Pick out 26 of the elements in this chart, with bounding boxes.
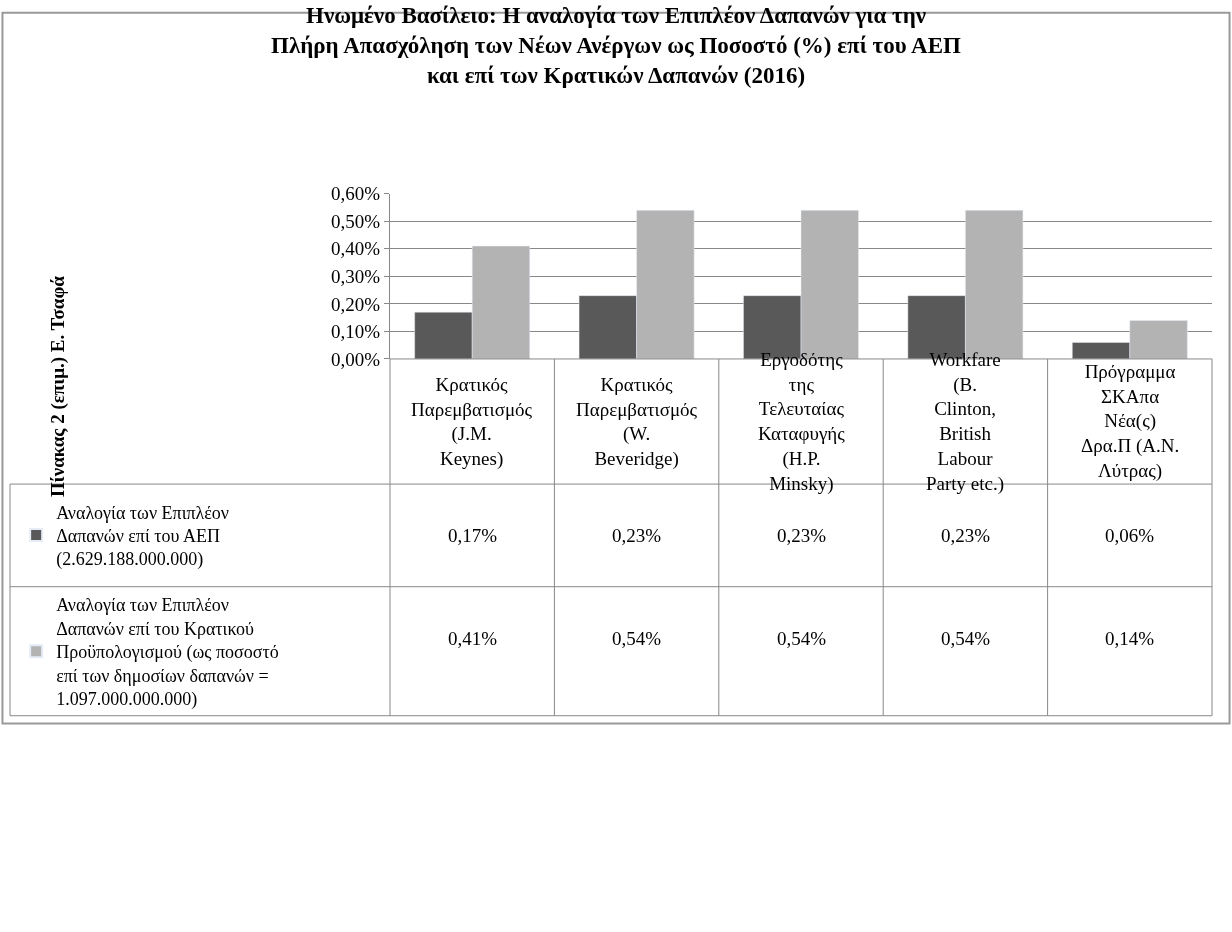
x-tick-label: Εργοδότης της Τελευταίας Καταφυγής (H.P. Minsky) bbox=[758, 349, 846, 495]
data-label: 0,23% bbox=[777, 525, 827, 546]
y-tick-label: 0,60% bbox=[331, 183, 381, 205]
data-label: 0,14% bbox=[1105, 628, 1155, 649]
data-label: 0,17% bbox=[448, 525, 498, 546]
y-tick-label: 0,40% bbox=[331, 238, 381, 260]
data-label: 0,23% bbox=[612, 525, 662, 546]
y-tick-label: 0,20% bbox=[331, 293, 381, 315]
x-tick-label: Πρόγραμμα ΣΚΑπα Νέα(ς) Δρα.Π (Α.Ν. Λύτρας) bbox=[1081, 361, 1180, 482]
chart-title: Ηνωμένο Βασίλειο: Η αναλογία των Επιπλέον Δαπανών για την Πλήρη Απασχόληση των Νέων Ανέργων ως Ποσοστό (%) επί του ΑΕΠ και επί των Κρατικών Δαπανών (2016) bbox=[271, 3, 962, 89]
text: Πίνακας 2 (επιμ.) Ε. Τσαφά bbox=[47, 275, 70, 497]
x-tick-label: Κρατικός Παρεμβατισμός (J.M. Keynes) bbox=[411, 374, 533, 471]
data-label: 0,41% bbox=[448, 628, 498, 649]
x-tick-label: Κρατικός Παρεμβατισμός (W. Beveridge) bbox=[576, 374, 698, 471]
y-tick-label: 0,10% bbox=[331, 321, 381, 343]
data-label: 0,54% bbox=[777, 628, 827, 649]
x-tick-label: Workfare (B. Clinton, British Labour Party etc.) bbox=[926, 349, 1005, 495]
legend-label: Αναλογία των Επιπλέον Δαπανών επί του Κρατικού Προϋπολογισμού (ως ποσοστό επί των δημοσίων δαπανών = 1.097.000.000.000) bbox=[56, 595, 279, 711]
data-label: 0,54% bbox=[612, 628, 662, 649]
data-label: 0,54% bbox=[941, 628, 991, 649]
data-label: 0,23% bbox=[941, 525, 991, 546]
y-tick-label: 0,00% bbox=[331, 348, 381, 370]
legend-label: Αναλογία των Επιπλέον Δαπανών επί του ΑΕΠ (2.629.188.000.000) bbox=[56, 502, 230, 571]
data-label: 0,06% bbox=[1105, 525, 1155, 546]
y-tick-label: 0,50% bbox=[331, 210, 381, 232]
y-tick-label: 0,30% bbox=[331, 266, 381, 288]
